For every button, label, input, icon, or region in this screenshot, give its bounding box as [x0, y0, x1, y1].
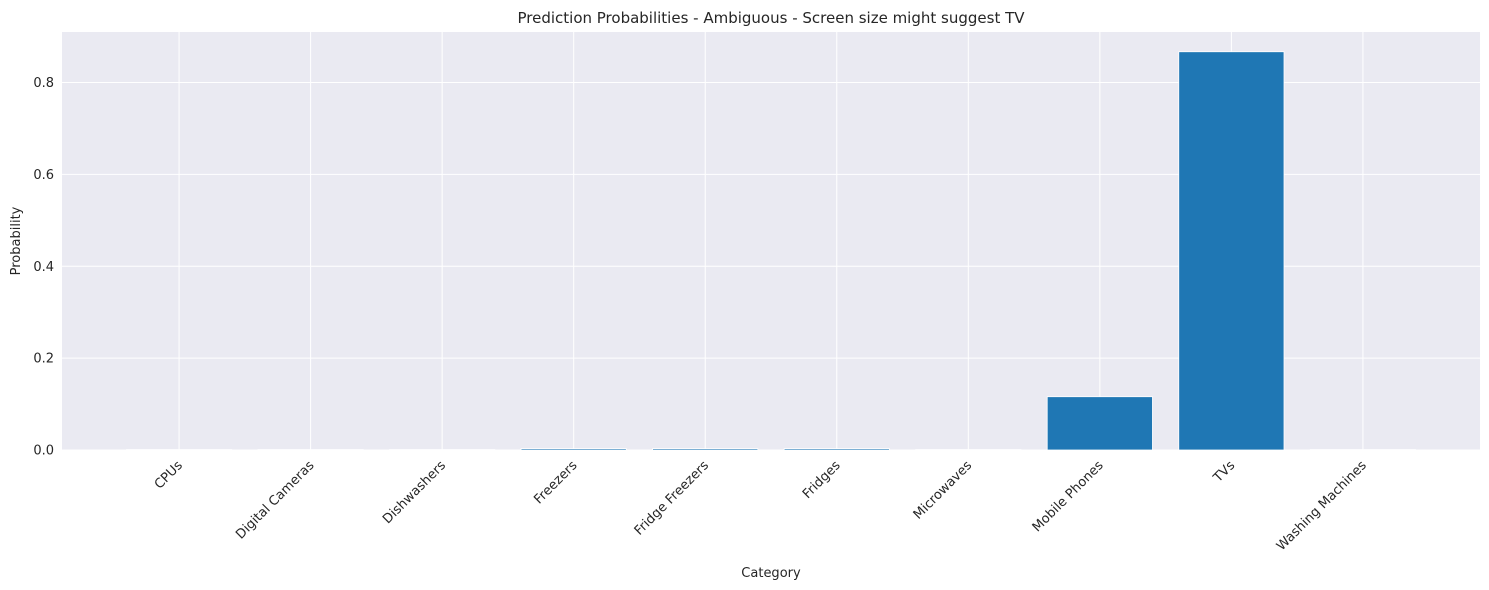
y-tick-label: 0.4 [33, 260, 54, 275]
x-tick-label: Dishwashers [380, 458, 449, 527]
x-tick-label: Digital Cameras [233, 458, 317, 542]
x-tick-label: Fridge Freezers [632, 458, 713, 539]
x-tick-label: CPUs [152, 458, 186, 492]
x-tick-label: TVs [1210, 458, 1238, 486]
bar [652, 448, 759, 451]
y-tick-label: 0.8 [33, 76, 54, 91]
y-tick-label: 0.6 [33, 168, 54, 183]
x-tick-label: Mobile Phones [1030, 458, 1107, 535]
chart-title: Prediction Probabilities - Ambiguous - S… [517, 9, 1025, 27]
x-tick-label: Microwaves [911, 458, 976, 523]
x-tick-label: Fridges [800, 458, 844, 502]
y-tick-label: 0.2 [33, 352, 54, 367]
bar [1178, 51, 1285, 451]
x-tick-label: Freezers [531, 458, 580, 507]
bar [520, 448, 627, 451]
y-tick-label: 0.0 [33, 444, 54, 459]
bar [1046, 396, 1153, 451]
y-axis-label: Probability [9, 206, 24, 275]
bar [783, 448, 890, 451]
x-axis-label: Category [741, 566, 801, 581]
x-tick-label: Washing Machines [1274, 458, 1370, 554]
